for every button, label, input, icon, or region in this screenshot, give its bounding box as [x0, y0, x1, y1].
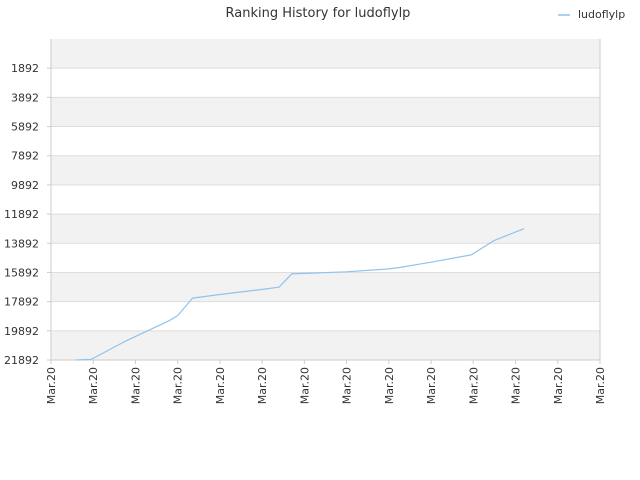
legend-label: ludoflylp — [578, 8, 625, 21]
x-tick-label: Mar.20 — [467, 367, 480, 404]
series-lines — [76, 228, 525, 361]
x-tick-label: Mar.20 — [214, 367, 227, 404]
y-tick-label: 7892 — [11, 150, 39, 163]
y-tick-label: 9892 — [11, 179, 39, 192]
background-band — [51, 243, 600, 273]
x-tick-label: Mar.20 — [383, 367, 396, 404]
y-tick-label: 21892 — [4, 354, 39, 367]
background-band — [51, 126, 600, 156]
x-tick-label: Mar.20 — [256, 367, 269, 404]
y-tick-label: 5892 — [11, 121, 39, 134]
series-line-ludoflylp — [76, 228, 525, 361]
x-tick-label: Mar.20 — [298, 367, 311, 404]
background-band — [51, 68, 600, 98]
x-tick-label: Mar.20 — [45, 367, 58, 404]
background-band — [51, 214, 600, 244]
background-band — [51, 97, 600, 127]
x-tick-label: Mar.20 — [425, 367, 438, 404]
x-tick-label: Mar.20 — [594, 367, 607, 404]
x-tick-label: Mar.20 — [552, 367, 565, 404]
x-axis-ticks: Mar.20 Mar.20 Mar.20 Mar.20 Mar.20 Mar.20 Mar.… — [45, 360, 607, 404]
background-band — [51, 155, 600, 185]
y-axis-ticks: 1892 3892 5892 7892 9892 11892 13892 15892 17892… — [4, 62, 51, 367]
axes — [50, 39, 601, 361]
y-tick-label: 3892 — [11, 91, 39, 104]
chart-title: Ranking History for ludoflylp — [226, 6, 411, 21]
background-band — [51, 272, 600, 302]
y-tick-label: 1892 — [11, 62, 39, 75]
x-tick-label: Mar.20 — [341, 367, 354, 404]
background-band — [51, 330, 600, 360]
background-band — [51, 184, 600, 215]
y-tick-label: 11892 — [4, 208, 39, 221]
background-band — [51, 39, 600, 69]
x-tick-label: Mar.20 — [172, 367, 185, 404]
background-band — [51, 301, 600, 331]
legend[interactable]: ludoflylp — [558, 8, 625, 21]
background-bands — [51, 39, 600, 360]
y-tick-label: 17892 — [4, 296, 39, 309]
x-tick-label: Mar.20 — [87, 367, 100, 404]
y-tick-label: 15892 — [4, 266, 39, 279]
y-tick-label: 19892 — [4, 325, 39, 338]
y-tick-label: 13892 — [4, 237, 39, 250]
x-tick-label: Mar.20 — [129, 367, 142, 404]
x-tick-label: Mar.20 — [510, 367, 523, 404]
